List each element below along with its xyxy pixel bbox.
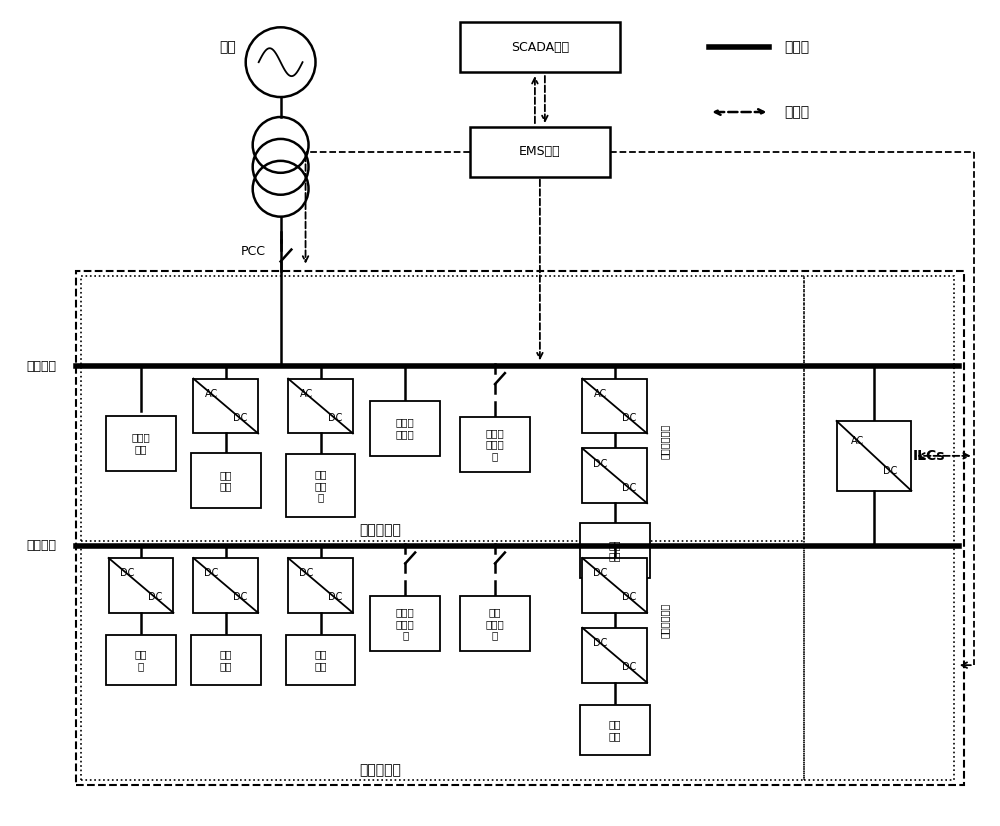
- Text: 光伏
发电: 光伏 发电: [220, 649, 232, 671]
- Text: DC: DC: [328, 413, 342, 423]
- Text: 直变直流装置: 直变直流装置: [660, 603, 670, 638]
- Text: DC: DC: [233, 592, 247, 602]
- Bar: [804, 277, 954, 780]
- Bar: [109, 558, 173, 613]
- Text: 可关断
交流负
荷: 可关断 交流负 荷: [486, 428, 504, 461]
- Text: DC: DC: [328, 592, 342, 602]
- Text: DC: DC: [593, 458, 608, 468]
- Bar: [288, 558, 353, 613]
- Text: 光伏
发电: 光伏 发电: [220, 470, 232, 491]
- Bar: [191, 453, 261, 508]
- Bar: [81, 277, 804, 540]
- Text: ILCs: ILCs: [913, 449, 945, 463]
- Bar: [582, 449, 647, 503]
- Bar: [582, 558, 647, 613]
- Text: 交流敏
感负荷: 交流敏 感负荷: [396, 418, 415, 439]
- Text: 直流母线: 直流母线: [26, 539, 56, 552]
- Bar: [193, 378, 258, 434]
- Text: 蓄电
池: 蓄电 池: [135, 649, 147, 671]
- Text: DC: DC: [622, 413, 636, 423]
- Text: DC: DC: [148, 592, 162, 602]
- Bar: [460, 22, 620, 72]
- Text: DC: DC: [622, 592, 636, 602]
- Bar: [580, 705, 650, 755]
- Text: DC: DC: [622, 662, 636, 672]
- Bar: [288, 378, 353, 434]
- Text: EMS系统: EMS系统: [519, 145, 561, 159]
- Text: SCADA系统: SCADA系统: [511, 40, 569, 54]
- Text: DC: DC: [120, 568, 134, 578]
- Bar: [460, 596, 530, 651]
- Text: 电动
汽车: 电动 汽车: [608, 719, 621, 741]
- Bar: [370, 596, 440, 651]
- Text: DC: DC: [593, 638, 608, 648]
- Text: 信号流: 信号流: [784, 105, 809, 119]
- Bar: [370, 401, 440, 456]
- Text: 直驱
动风
机: 直驱 动风 机: [314, 469, 327, 502]
- Bar: [286, 635, 355, 685]
- Bar: [193, 558, 258, 613]
- Bar: [81, 545, 804, 780]
- Bar: [191, 635, 261, 685]
- Bar: [580, 523, 650, 578]
- Text: AC: AC: [594, 389, 607, 399]
- Text: DC: DC: [204, 568, 219, 578]
- Bar: [76, 272, 964, 785]
- Text: AC: AC: [851, 435, 864, 445]
- Bar: [582, 378, 647, 434]
- Text: 可关断
直流负
荷: 可关断 直流负 荷: [396, 607, 415, 640]
- Bar: [837, 421, 911, 491]
- Text: AC: AC: [300, 389, 313, 399]
- Text: DC: DC: [622, 483, 636, 493]
- Text: DC: DC: [299, 568, 313, 578]
- Text: 交流母线: 交流母线: [26, 359, 56, 373]
- Bar: [106, 635, 176, 685]
- Text: 电动
汽车: 电动 汽车: [608, 539, 621, 562]
- Text: 能量流: 能量流: [784, 40, 809, 55]
- Text: 交流微电网: 交流微电网: [359, 524, 401, 538]
- Text: DC: DC: [593, 568, 608, 578]
- Bar: [460, 417, 530, 472]
- Text: AC: AC: [205, 389, 218, 399]
- Text: 直流微电网: 直流微电网: [359, 762, 401, 776]
- Bar: [470, 127, 610, 177]
- Text: DC: DC: [883, 466, 898, 477]
- Bar: [106, 416, 176, 471]
- Text: DC: DC: [233, 413, 247, 423]
- Bar: [582, 628, 647, 682]
- Text: PCC: PCC: [241, 245, 266, 258]
- Text: 交变直流装置: 交变直流装置: [660, 423, 670, 458]
- Text: 光伏
发电: 光伏 发电: [314, 649, 327, 671]
- Text: 电网: 电网: [219, 40, 236, 55]
- Text: 柴油发
电机: 柴油发 电机: [132, 433, 150, 454]
- Bar: [286, 454, 355, 517]
- Text: 敏感
直流负
荷: 敏感 直流负 荷: [486, 607, 504, 640]
